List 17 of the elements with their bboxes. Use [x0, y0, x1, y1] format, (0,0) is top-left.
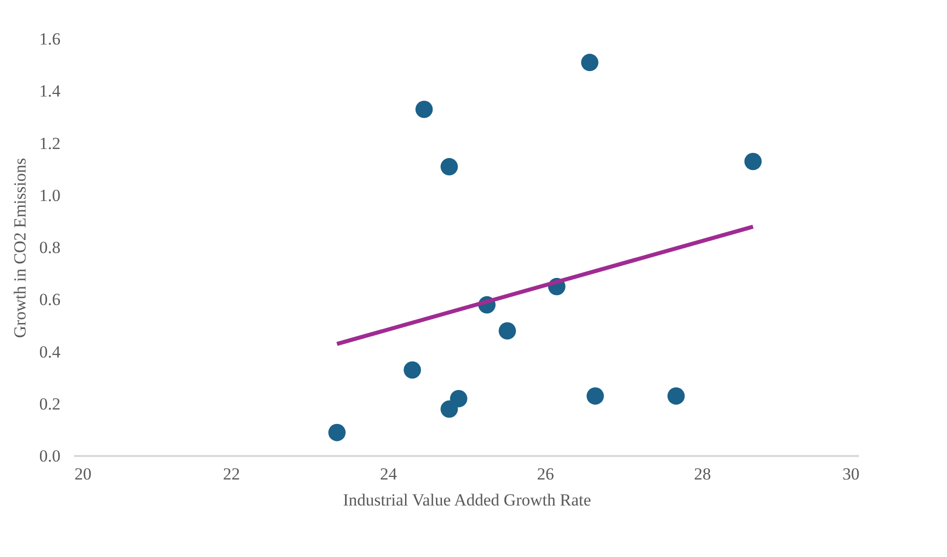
x-tick-label: 28 — [694, 464, 711, 484]
x-tick-label: 26 — [537, 464, 554, 484]
y-tick-label: 1.4 — [39, 82, 61, 101]
y-tick-label: 1.2 — [39, 134, 60, 153]
y-tick-label: 0.6 — [39, 290, 60, 310]
y-tick-label: 0.4 — [39, 342, 61, 362]
x-tick-label: 30 — [842, 464, 860, 484]
y-tick-label: 1.6 — [39, 30, 60, 48]
y-tick-label: 0.8 — [39, 238, 60, 257]
y-tick-label: 1.0 — [39, 186, 60, 205]
x-tick-label: 24 — [380, 464, 398, 484]
y-axis-title: Growth in CO2 Emissions — [10, 158, 30, 338]
y-tick-label: 0.0 — [39, 446, 60, 466]
x-tick-label: 22 — [223, 464, 240, 484]
x-tick-label: 20 — [74, 464, 92, 484]
x-axis-title: Industrial Value Added Growth Rate — [342, 490, 592, 510]
y-tick-label: 0.2 — [39, 394, 60, 414]
